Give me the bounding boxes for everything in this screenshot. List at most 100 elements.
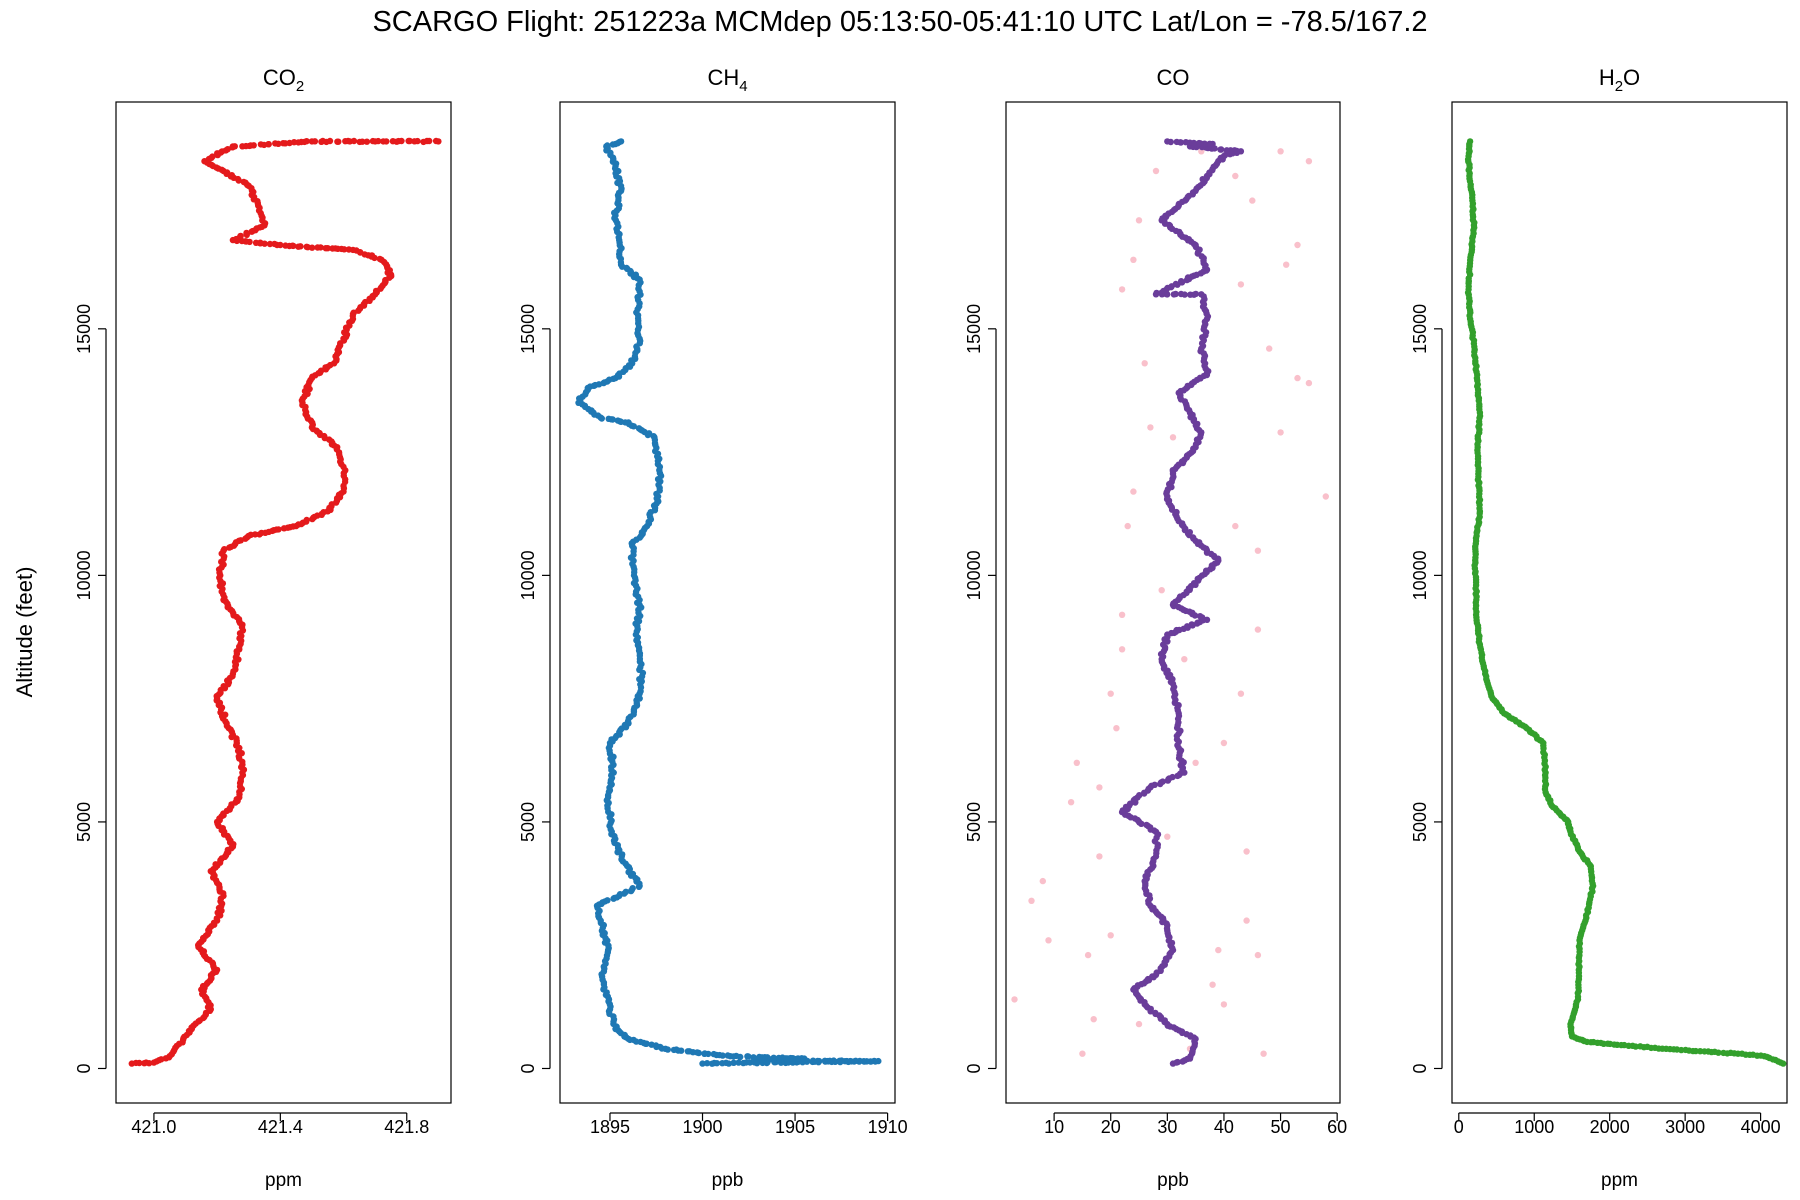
panel-title: CH4 <box>707 65 747 95</box>
panel-3: CO 10 20 30 40 50 60 ppb 0 5000 10000 15000 <box>964 65 1347 1191</box>
data-point <box>1474 447 1481 454</box>
data-point <box>1472 540 1480 547</box>
data-point <box>1637 1043 1644 1050</box>
y-tick-label: 5000 <box>1410 802 1430 842</box>
data-point <box>145 1060 153 1067</box>
data-point <box>872 1058 879 1065</box>
data-point <box>1136 792 1143 799</box>
data-point <box>770 1054 777 1062</box>
data-point <box>1084 951 1092 959</box>
data-point <box>1587 1039 1595 1046</box>
data-point <box>303 516 310 524</box>
main-title: SCARGO Flight: 251223a MCMdep 05:13:50-0… <box>372 6 1427 38</box>
data-point <box>1476 412 1484 420</box>
data-point <box>1147 424 1154 431</box>
data-point <box>1169 434 1177 441</box>
data-point <box>1179 520 1186 527</box>
data-point <box>1096 853 1103 860</box>
data-point <box>250 142 257 149</box>
data-point <box>1543 791 1550 798</box>
data-point <box>398 137 405 145</box>
data-point <box>804 1057 811 1065</box>
data-point <box>600 979 608 986</box>
data-point <box>746 1059 754 1066</box>
data-point <box>1141 360 1148 367</box>
data-point <box>1464 289 1472 296</box>
data-point <box>1107 690 1114 697</box>
data-point <box>359 138 366 145</box>
data-point <box>1243 848 1250 855</box>
data-point <box>611 165 619 172</box>
data-point <box>275 526 282 533</box>
data-point <box>1221 152 1229 159</box>
y-tick-label: 10000 <box>1410 550 1430 600</box>
x-tick-label: 2000 <box>1590 1117 1630 1137</box>
data-point <box>289 523 297 530</box>
data-point <box>1192 759 1199 766</box>
y-tick-label: 10000 <box>74 550 94 600</box>
data-point <box>1466 141 1473 148</box>
data-point <box>414 137 421 145</box>
data-point <box>603 797 610 804</box>
data-point <box>1467 254 1474 261</box>
x-tick-label: 421.8 <box>384 1117 429 1137</box>
data-point <box>335 138 342 145</box>
data-point <box>216 574 223 581</box>
panel-4: H2O 0 1000 2000 3000 4000 ppm 0 5000 10000 15000 <box>1410 65 1788 1191</box>
data-point <box>1152 167 1160 175</box>
y-axis: 0 5000 10000 15000 <box>1410 304 1443 1073</box>
data-point <box>616 138 623 146</box>
x-tick-label: 1905 <box>775 1117 815 1137</box>
data-point <box>638 604 645 611</box>
y-tick-label: 5000 <box>964 802 984 842</box>
data-point <box>1150 855 1157 863</box>
x-axis-title: ppm <box>1601 1170 1638 1191</box>
data-point <box>1173 138 1181 146</box>
data-point <box>223 169 231 176</box>
data-point <box>136 1059 143 1067</box>
data-point <box>1107 932 1114 939</box>
data-point <box>1153 289 1160 297</box>
x-axis: 421.0 421.4 421.8 <box>131 1112 429 1137</box>
data-point <box>295 243 302 250</box>
data-point <box>1243 917 1250 924</box>
data-point <box>1260 1050 1267 1057</box>
data-point <box>229 673 236 680</box>
data-point <box>1158 658 1166 665</box>
data-point <box>1476 510 1483 517</box>
data-point <box>1473 614 1480 621</box>
data-point <box>634 634 641 641</box>
data-point <box>1206 140 1213 147</box>
data-point <box>641 524 649 532</box>
data-point <box>756 1053 763 1061</box>
data-point <box>684 1048 692 1055</box>
data-point <box>604 897 611 904</box>
data-point <box>1294 241 1301 249</box>
data-point <box>1575 969 1583 976</box>
data-point <box>1045 937 1052 944</box>
x-tick-label: 50 <box>1271 1117 1291 1137</box>
data-point <box>243 229 250 237</box>
y-axis: 0 5000 10000 15000 <box>518 304 551 1073</box>
data-point <box>616 239 623 246</box>
data-point <box>622 860 629 867</box>
data-point <box>1254 547 1262 554</box>
x-tick-label: 60 <box>1327 1117 1347 1137</box>
data-point <box>725 1060 732 1067</box>
data-point <box>326 137 334 145</box>
y-tick-label: 15000 <box>518 304 538 354</box>
data-point <box>1143 821 1150 829</box>
data-point <box>1178 278 1185 285</box>
y-tick-label: 5000 <box>518 802 538 842</box>
data-point <box>350 137 358 145</box>
data-point <box>1151 781 1158 788</box>
data-point <box>1113 725 1120 732</box>
plot-frame <box>115 101 452 1104</box>
data-point <box>1177 747 1185 754</box>
data-point <box>610 375 617 382</box>
data-point <box>1175 603 1182 611</box>
data-point <box>1471 565 1479 572</box>
data-point <box>814 1057 821 1065</box>
data-point <box>1209 981 1216 988</box>
